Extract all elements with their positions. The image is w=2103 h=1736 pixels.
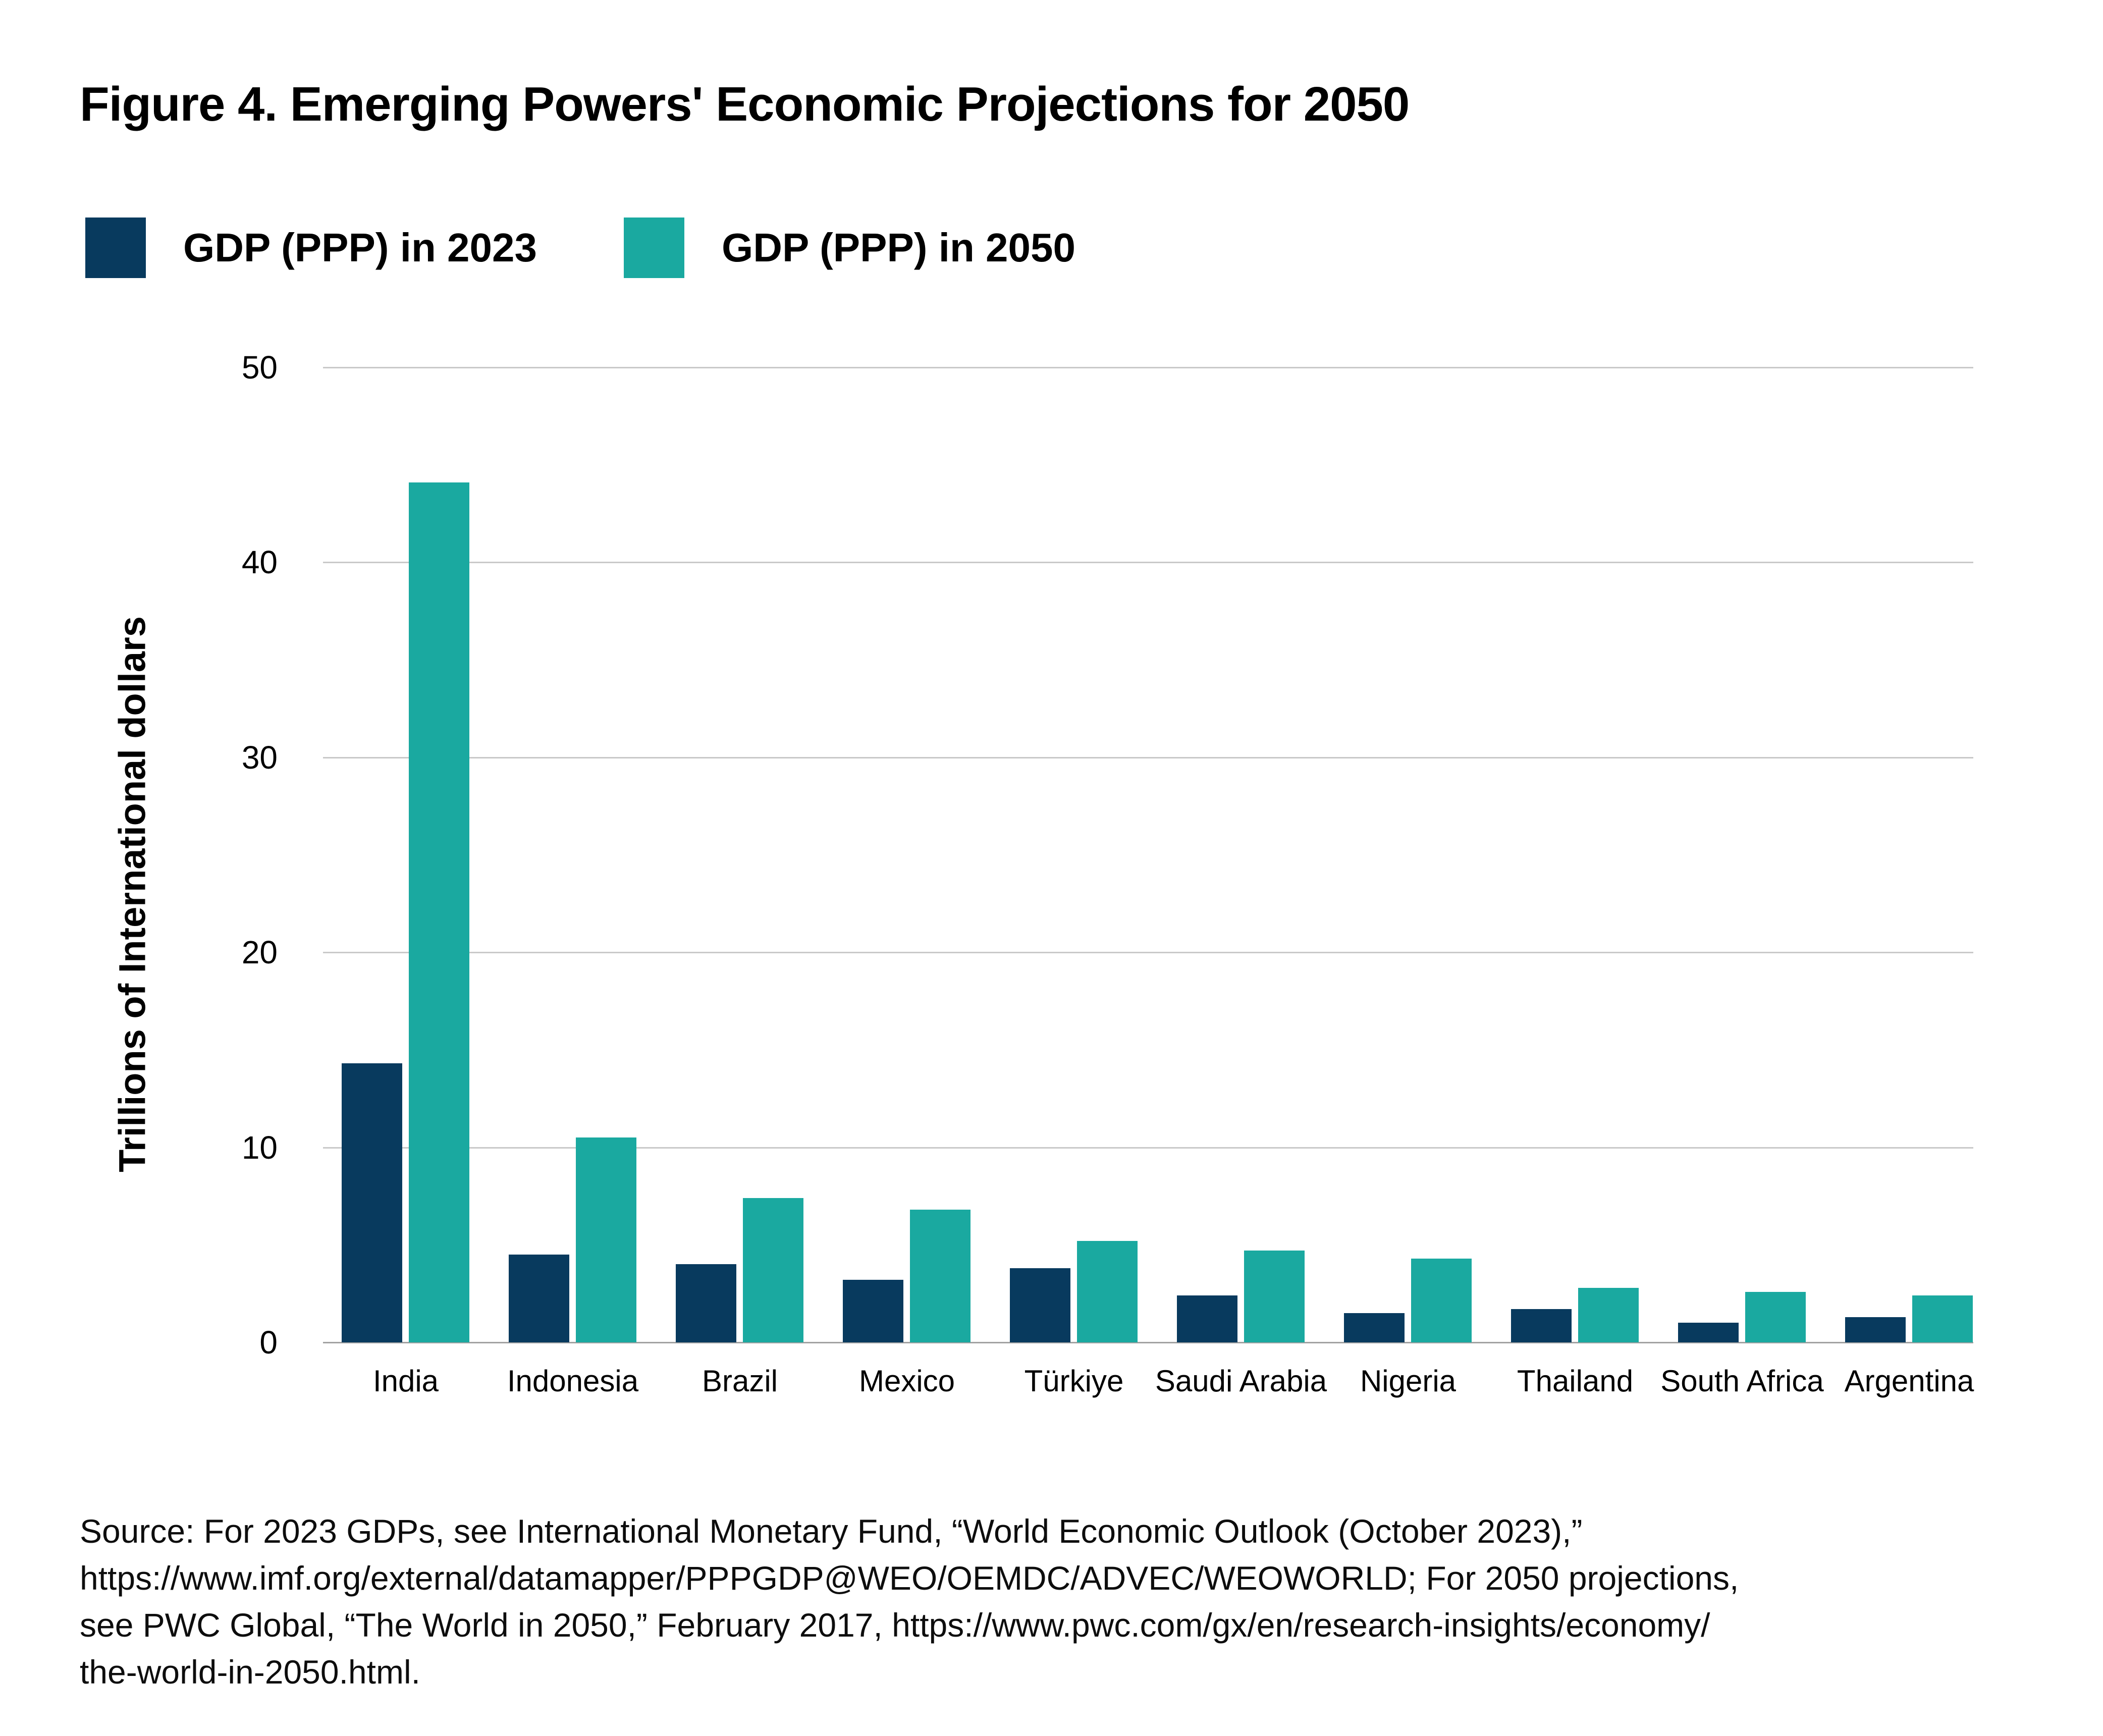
x-category-label: Thailand [1517,1364,1634,1398]
legend-item-2050: GDP (PPP) in 2050 [624,218,1075,278]
bar-2050 [409,482,469,1342]
bar-2050 [1578,1288,1639,1342]
bar-2023 [1511,1309,1572,1342]
bar-group [676,367,803,1342]
source-line: https://www.imf.org/external/datamapper/… [80,1559,1739,1597]
y-gridline [323,367,1973,368]
x-category-label: Argentina [1844,1364,1974,1398]
y-gridline [323,757,1973,758]
y-gridline [323,562,1973,563]
y-tick-label: 50 [241,349,278,386]
x-category-label: South Africa [1660,1364,1824,1398]
bar-2050 [743,1198,803,1342]
x-axis-category-labels: India Indonesia Brazil Mexico Türkiye Saudi A… [0,1364,2103,1409]
y-tick-label: 10 [241,1129,278,1166]
bar-group [1511,367,1639,1342]
legend-swatch-2050 [624,218,684,278]
source-line: see PWC Global, “The World in 2050,” Feb… [80,1606,1710,1644]
bar-2023 [509,1255,569,1342]
y-tick-label: 20 [241,934,278,970]
bar-2023 [676,1264,736,1342]
bar-2023 [1177,1295,1237,1342]
bar-group [509,367,636,1342]
x-axis-baseline [323,1342,1973,1343]
y-gridline [323,952,1973,953]
bar-2050 [1411,1259,1472,1342]
y-tick-label: 30 [241,739,278,776]
y-tick-label: 0 [259,1324,278,1361]
bar-2050 [576,1137,636,1342]
bar-2023 [1010,1268,1070,1342]
source-line: Source: For 2023 GDPs, see International… [80,1512,1583,1550]
source-note: Source: For 2023 GDPs, see International… [80,1508,1739,1696]
legend-label-2023: GDP (PPP) in 2023 [183,225,537,270]
y-tick-label: 40 [241,544,278,580]
bar-2023 [1344,1313,1405,1342]
figure-title: Figure 4. Emerging Powers' Economic Proj… [80,77,1410,131]
source-line: the-world-in-2050.html. [80,1653,420,1691]
y-gridline [323,1147,1973,1149]
bar-2023 [1678,1323,1739,1342]
plot-area [323,367,1973,1343]
x-category-label: Nigeria [1360,1364,1457,1398]
bar-group [342,367,469,1342]
bar-group [1010,367,1138,1342]
bar-2050 [1912,1295,1973,1342]
legend-item-2023: GDP (PPP) in 2023 [85,218,537,278]
bar-2050 [1244,1251,1305,1342]
bar-group [1845,367,1973,1342]
bar-group [1177,367,1305,1342]
bar-2050 [910,1210,970,1342]
x-category-label: India [372,1364,439,1398]
bar-2023 [1845,1317,1906,1342]
legend-label-2050: GDP (PPP) in 2050 [722,225,1076,270]
y-axis-tick-labels: 0 10 20 30 40 50 [126,349,278,1361]
bar-2023 [843,1280,903,1342]
x-category-label: Türkiye [1024,1364,1124,1398]
bar-2050 [1745,1292,1806,1342]
bar-group [1678,367,1806,1342]
bar-2023 [342,1063,402,1342]
x-category-label: Saudi Arabia [1155,1364,1327,1398]
bar-group [1344,367,1472,1342]
x-category-label: Brazil [702,1364,778,1398]
bar-2050 [1077,1241,1138,1342]
legend-swatch-2023 [85,218,146,278]
bar-group [843,367,970,1342]
x-category-label: Indonesia [507,1364,639,1398]
x-category-label: Mexico [858,1364,955,1398]
